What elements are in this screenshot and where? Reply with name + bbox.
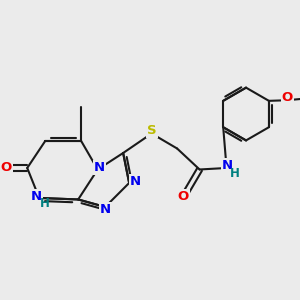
Text: N: N	[94, 160, 105, 174]
Text: O: O	[178, 190, 189, 203]
Text: N: N	[222, 159, 233, 172]
Text: O: O	[1, 161, 12, 175]
Text: S: S	[147, 124, 157, 137]
Text: N: N	[31, 190, 42, 203]
Text: H: H	[230, 167, 240, 180]
Text: O: O	[282, 91, 293, 104]
Text: N: N	[100, 203, 111, 216]
Text: N: N	[130, 175, 141, 188]
Text: H: H	[40, 197, 50, 211]
